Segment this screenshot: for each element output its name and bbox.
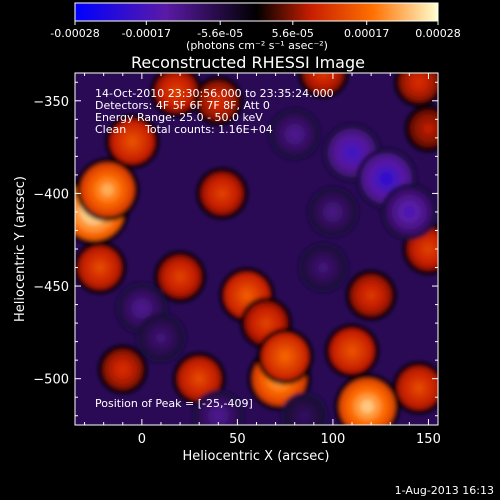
footer-date: 1-Aug-2013 16:13 [395, 484, 494, 497]
heatmap-blob [381, 183, 438, 241]
chart-title: Reconstructed RHESSI Image [131, 53, 365, 72]
colorbar-tick-label: 5.6e-05 [272, 27, 314, 40]
y-tick-label: −500 [33, 373, 69, 388]
heatmap-blob [394, 73, 438, 107]
x-tick-label: 100 [321, 432, 346, 447]
x-tick-label: 50 [229, 432, 246, 447]
heatmap-blob [345, 270, 397, 321]
heatmap-blob [172, 352, 226, 406]
annotation-time-range: 14-Oct-2010 23:30:56.000 to 23:35:24.000 [95, 87, 334, 100]
y-axis-label: Heliocentric Y (arcsec) [13, 176, 28, 322]
heatmap-blob [257, 328, 314, 385]
colorbar-tick-label: 0.00028 [415, 27, 461, 40]
heatmap-blob [105, 114, 160, 169]
annotation-peak-position: Position of Peak = [-25,-409] [95, 397, 253, 410]
colorbar-tick-label: -5.6e-05 [197, 27, 243, 40]
y-tick-label: −350 [33, 95, 69, 110]
heatmap-blob [192, 389, 245, 425]
heatmap-blob [298, 73, 349, 99]
colorbar-units-label: (photons cm⁻² s⁻¹ asec⁻²) [186, 39, 328, 52]
annotation-clean: Clean [95, 123, 126, 136]
colorbar-ticks: -0.00028 -0.00017 -5.6e-05 5.6e-05 0.00017 0.… [50, 21, 461, 40]
heatmap-blob [307, 186, 359, 238]
colorbar-tick-label: -0.00017 [122, 27, 171, 40]
plot-area: 0 50 100 150 −350 −400 −450 −500 [33, 72, 441, 447]
colorbar-tick-label: -0.00028 [50, 27, 99, 40]
heatmap [75, 73, 438, 425]
heatmap-blob [325, 323, 380, 378]
heatmap-blob [75, 158, 140, 222]
heatmap-blob [136, 313, 186, 363]
colorbar-tick-label: 0.00017 [344, 27, 390, 40]
colorbar: -0.00028 -0.00017 -5.6e-05 5.6e-05 0.00017 0.… [50, 2, 461, 52]
x-axis-label: Heliocentric X (arcsec) [183, 449, 330, 464]
annotation-detectors: Detectors: 4F 5F 6F 7F 8F, Att 0 [95, 99, 270, 112]
y-tick-label: −400 [33, 187, 69, 202]
colorbar-gradient [74, 2, 439, 22]
annotation-total-counts: Total counts: 1.16E+04 [144, 123, 273, 136]
heatmap-blob [75, 241, 127, 294]
axis-ticks: 0 50 100 150 −350 −400 −450 −500 [33, 73, 441, 447]
annotations: 14-Oct-2010 23:30:56.000 to 23:35:24.000… [95, 87, 334, 410]
heatmap-blob [334, 373, 401, 425]
heatmap-blob [196, 167, 248, 220]
heatmap-blob [193, 76, 244, 126]
y-tick-label: −450 [33, 280, 69, 295]
heatmap-blob [150, 73, 203, 118]
heatmap-blob [280, 392, 328, 425]
heatmap-blob [154, 250, 206, 303]
heatmap-blob [98, 344, 148, 395]
x-tick-label: 0 [138, 432, 146, 447]
x-tick-label: 150 [416, 432, 441, 447]
heatmap-blob [298, 242, 349, 293]
heatmap-blob [404, 105, 438, 153]
heatmap-blob [268, 108, 321, 160]
heatmap-blob [392, 361, 438, 415]
annotation-energy-range: Energy Range: 25.0 - 50.0 keV [95, 111, 263, 124]
